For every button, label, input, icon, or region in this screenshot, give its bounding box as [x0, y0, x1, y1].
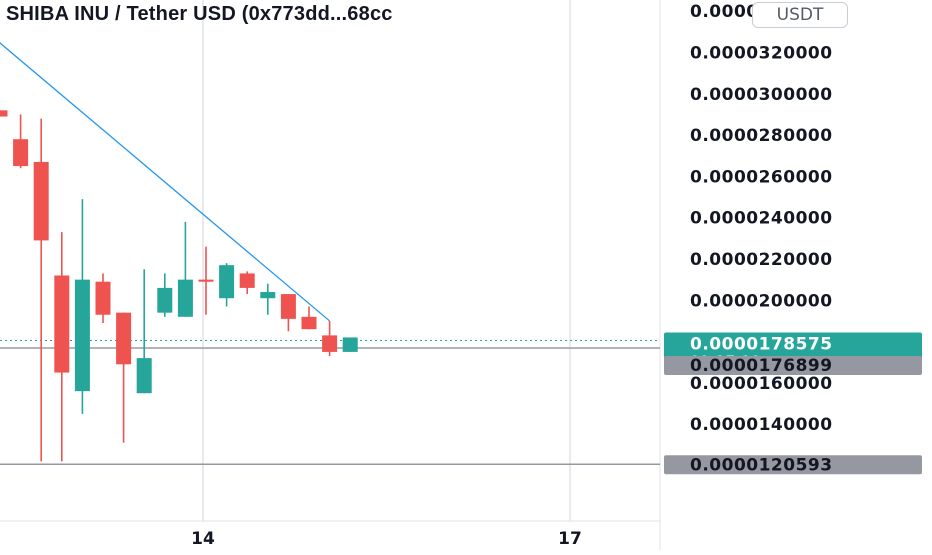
candle-down: [0, 110, 8, 117]
candle-up: [157, 287, 173, 313]
candle-down: [54, 275, 70, 373]
y-tick-label: 0.0000160000: [690, 374, 833, 394]
candle-down: [239, 273, 255, 288]
candle-down: [116, 312, 132, 365]
y-tick-label: 0.0000260000: [690, 167, 833, 187]
x-tick-label: 14: [191, 529, 215, 549]
candle-up: [177, 279, 193, 317]
candle-down: [301, 316, 317, 330]
y-tick-label: 0.0000200000: [690, 291, 833, 311]
candle-up: [136, 358, 152, 394]
currency-button[interactable]: USDT: [752, 2, 848, 28]
candle-up: [260, 292, 276, 299]
price-marker-label: 0.0000120593: [690, 455, 833, 475]
current-price-label: 0.0000178575: [690, 335, 833, 355]
x-tick-label: 17: [558, 529, 582, 549]
y-tick-label: 0.0000320000: [690, 43, 833, 63]
candle-down: [322, 335, 338, 352]
y-tick-label: 0.0000220000: [690, 250, 833, 270]
trendline[interactable]: [0, 26, 331, 322]
chart-title: SHIBA INU / Tether USD (0x773dd...68cc: [6, 3, 393, 25]
y-tick-label: 0.0000280000: [690, 126, 833, 146]
candle-up: [219, 265, 235, 299]
price-marker-tag: [664, 355, 922, 375]
candle-down: [280, 294, 296, 319]
candle-up: [74, 279, 90, 392]
candle-up: [342, 337, 358, 352]
candle-down: [198, 279, 214, 282]
y-tick-label: 0.0000300000: [690, 85, 833, 105]
candle-down: [33, 161, 49, 241]
candle-down: [95, 281, 111, 315]
price-marker-tag: [664, 455, 922, 475]
price-marker-label: 0.0000176899: [690, 356, 833, 376]
candle-down: [13, 139, 29, 167]
y-tick-label: 0.0000240000: [690, 209, 833, 229]
y-tick-label: 0.0000140000: [690, 415, 833, 435]
